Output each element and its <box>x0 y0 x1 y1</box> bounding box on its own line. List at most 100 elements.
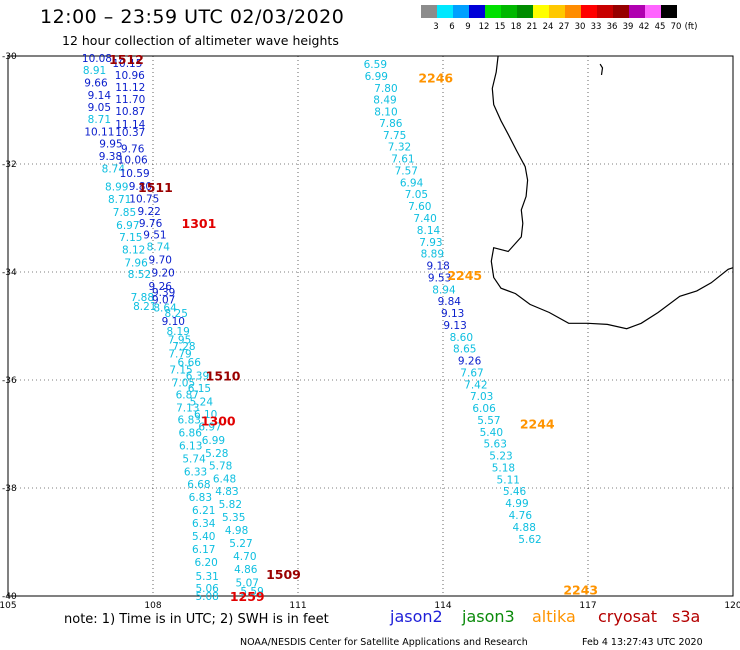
wave-height-value: 9.07 <box>152 295 175 307</box>
pass-time-label: 2246 <box>418 71 453 86</box>
wave-height-value: 11.12 <box>115 82 145 94</box>
wave-height-value: 8.60 <box>450 332 473 344</box>
wave-height-value: 5.11 <box>497 474 520 486</box>
wave-height-value: 11.70 <box>115 94 145 106</box>
wave-height-value: 8.25 <box>165 308 188 320</box>
coastline-australia <box>490 55 734 330</box>
wave-height-value: 6.39 <box>186 371 209 383</box>
pass-time-label: 1511 <box>138 180 173 195</box>
wave-height-value: 6.15 <box>188 383 211 395</box>
lat-tick-label: -32 <box>2 160 17 170</box>
wave-height-value: 10.15 <box>112 58 142 70</box>
wave-height-value: 6.48 <box>213 473 236 485</box>
lon-tick-label: 120 <box>724 601 740 611</box>
wave-height-value: 5.62 <box>518 534 541 546</box>
pass-time-label: 1300 <box>201 414 236 429</box>
wave-height-value: 5.74 <box>182 453 206 465</box>
wave-height-value: 10.11 <box>84 127 114 139</box>
wave-height-value: 6.10 <box>194 409 217 421</box>
wave-height-value: 10.08 <box>82 53 112 65</box>
legend-swatch <box>453 5 469 18</box>
wave-height-value: 8.12 <box>122 244 145 256</box>
wave-height-value: 7.95 <box>168 335 191 347</box>
wave-height-value: 7.57 <box>395 165 418 177</box>
wave-height-value: 6.06 <box>472 403 496 415</box>
wave-height-value: 8.99 <box>105 182 128 194</box>
legend-label: 18 <box>510 22 522 32</box>
lon-tick-label: 114 <box>434 601 451 611</box>
pass-time-label: 2243 <box>563 583 598 598</box>
wave-height-value: 9.14 <box>88 90 112 102</box>
wave-height-value: 4.70 <box>233 551 256 563</box>
legend-swatch <box>517 5 533 18</box>
legend-label: 27 <box>558 22 570 32</box>
legend-swatch <box>597 5 613 18</box>
wave-height-value: 9.39 <box>152 287 175 299</box>
wave-height-value: 9.05 <box>88 102 111 114</box>
wave-height-value: 8.74 <box>147 242 171 254</box>
wave-height-value: 7.85 <box>113 207 136 219</box>
legend-label: 21 <box>526 22 538 32</box>
wave-height-value: 6.94 <box>400 177 424 189</box>
wave-height-value: 5.57 <box>477 415 500 427</box>
wave-height-value: 6.20 <box>194 557 217 569</box>
legend-swatch <box>437 5 453 18</box>
legend-label: 3 <box>433 22 439 32</box>
pass-time-label: 2245 <box>447 268 482 283</box>
wave-height-value: 9.18 <box>426 261 449 273</box>
wave-height-value: 6.97 <box>198 421 221 433</box>
legend-label: 39 <box>622 22 634 32</box>
legend-swatch <box>613 5 629 18</box>
wave-height-value: 8.74 <box>102 163 126 175</box>
wave-height-value: 8.52 <box>128 269 151 281</box>
coastline <box>490 55 734 330</box>
wave-height-value: 7.15 <box>169 365 192 377</box>
wave-height-value: 7.42 <box>464 379 487 391</box>
legend-swatch <box>485 5 501 18</box>
wave-height-value: 7.05 <box>405 189 428 201</box>
wave-height-value: 8.94 <box>432 284 456 296</box>
mission-jason2: jason2 <box>390 607 443 626</box>
wave-height-value: 9.51 <box>143 230 166 242</box>
wave-height-value: 9.10 <box>162 316 185 328</box>
wave-height-value: 7.03 <box>470 391 493 403</box>
pass-time-label: 1510 <box>206 369 241 384</box>
map-frame <box>7 55 734 597</box>
wave-height-value: 8.21 <box>133 301 156 313</box>
legend-swatch <box>645 5 661 18</box>
wave-height-value: 11.14 <box>115 119 145 131</box>
pass-time-label: 2244 <box>520 417 555 432</box>
wave-height-value: 7.61 <box>391 154 414 166</box>
legend-label: 24 <box>542 22 554 32</box>
wave-height-values: 10.08 10.15 8.91 10.96 9.66 11.129.14 11.70 9.0… <box>82 53 542 603</box>
legend-label: 6 <box>449 22 455 32</box>
map-subtitle: 12 hour collection of altimeter wave hei… <box>62 33 339 48</box>
pass-time-label: 1509 <box>266 567 301 582</box>
mission-cryosat: cryosat <box>598 607 658 626</box>
mission-altika: altika <box>532 607 576 626</box>
wave-height-value: 5.31 <box>195 571 218 583</box>
wave-height-value: 6.87 <box>176 390 199 402</box>
wave-height-value: 6.83 <box>178 414 201 426</box>
lat-tick-label: -30 <box>2 52 17 62</box>
wave-height-value: 6.59 <box>364 59 387 71</box>
wave-height-value: 7.86 <box>379 118 403 130</box>
credit-line: NOAA/NESDIS Center for Satellite Applica… <box>240 637 528 648</box>
legend-unit: (ft) <box>684 22 698 32</box>
wave-height-value: 7.79 <box>168 349 191 361</box>
wave-height-value: 6.13 <box>179 440 202 452</box>
mission-s3a: s3a <box>672 607 701 626</box>
legend-swatch <box>581 5 597 18</box>
wave-height-value: 7.15 <box>119 232 142 244</box>
legend-swatch <box>501 5 517 18</box>
wave-height-value: 9.20 <box>151 268 174 280</box>
wave-height-value: 8.10 <box>374 107 397 119</box>
legend-swatch <box>533 5 549 18</box>
wave-height-value: 5.63 <box>484 439 507 451</box>
wave-height-value: 9.22 <box>137 206 160 218</box>
pass-time-label: 1259 <box>230 589 265 604</box>
wave-height-value: 7.88 <box>131 292 154 304</box>
wave-height-value: 7.96 <box>124 257 148 269</box>
legend-label: 70 <box>670 22 682 32</box>
